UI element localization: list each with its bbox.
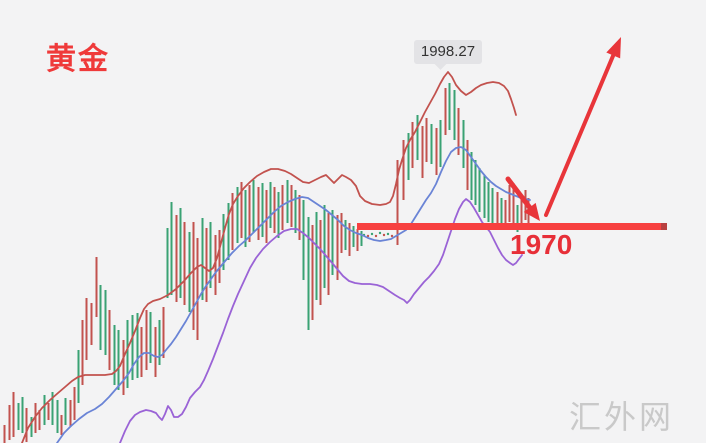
middle-band-line — [56, 146, 531, 443]
up-arrow-icon — [544, 37, 621, 217]
candles-layer — [3, 83, 530, 443]
mini-dots-layer — [362, 231, 394, 238]
support-line — [357, 223, 667, 230]
price-tooltip: 1998.27 — [414, 40, 482, 70]
upper-band-line — [21, 71, 517, 443]
support-level-label: 1970 — [510, 229, 573, 260]
tooltip-value: 1998.27 — [420, 43, 476, 60]
lower-band-line — [119, 198, 523, 443]
down-arrow-icon — [505, 176, 540, 221]
watermark: 汇外网 — [569, 399, 675, 435]
symbol-label: 黄金 — [46, 43, 110, 76]
